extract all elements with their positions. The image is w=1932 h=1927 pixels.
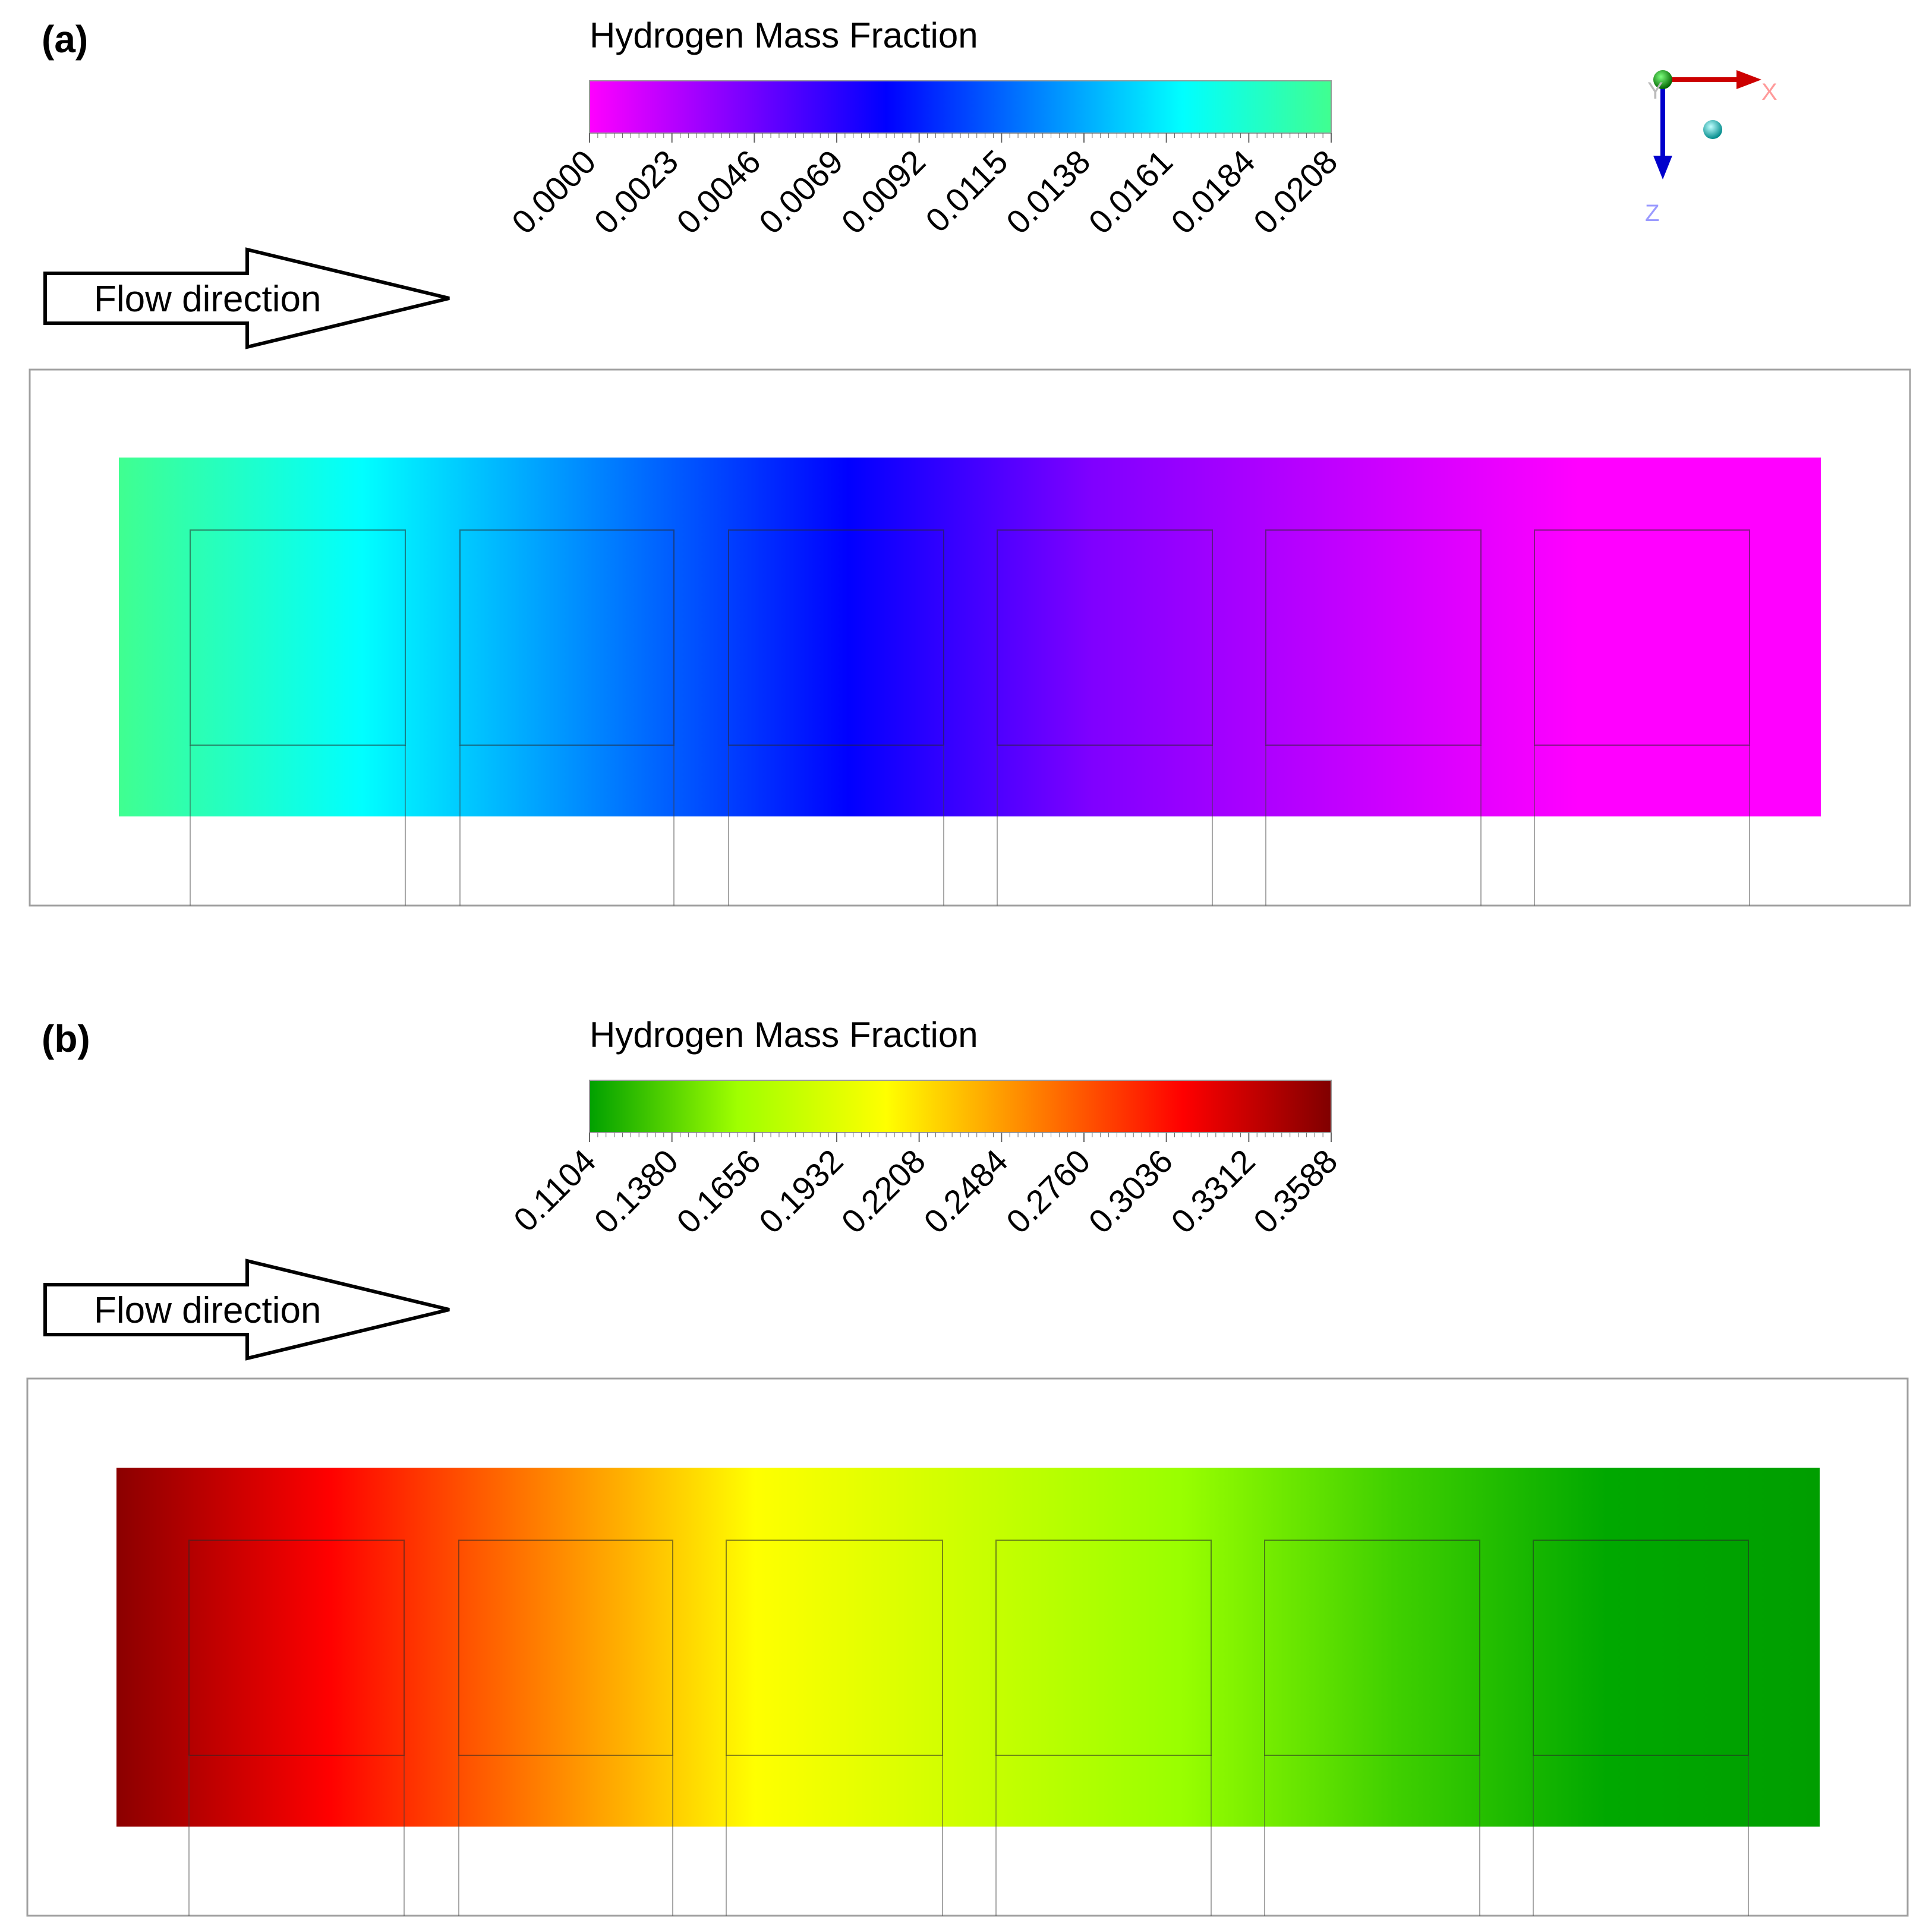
z-axis-arrowhead bbox=[1653, 156, 1672, 179]
channel-box bbox=[1265, 529, 1482, 746]
colorbar-tick-label: 0.0184 bbox=[1164, 143, 1262, 241]
x-axis-arrowhead bbox=[1736, 70, 1761, 89]
flow-direction-label-a: Flow direction bbox=[94, 279, 321, 320]
colorbar-tick-label: 0.0161 bbox=[1081, 143, 1180, 241]
channel-outlines-a bbox=[190, 529, 1750, 906]
panel-a: (a) Hydrogen Mass Fraction 0.00000.00230… bbox=[29, 15, 1911, 907]
flow-direction-arrow-b: Flow direction bbox=[43, 1259, 450, 1361]
domain-frame-b bbox=[26, 1377, 1909, 1917]
channel-box bbox=[728, 529, 944, 746]
colorbar-tick-label: 0.0138 bbox=[999, 143, 1098, 241]
channel-box bbox=[726, 1540, 943, 1756]
colorbar-b bbox=[589, 1080, 1332, 1133]
domain-frame-a bbox=[29, 368, 1911, 907]
colorbar-tick-label: 0.0000 bbox=[505, 143, 603, 241]
colorbar-tick-label: 0.2484 bbox=[916, 1142, 1015, 1241]
channel-box bbox=[995, 1540, 1212, 1756]
axis-triad: X Z Y bbox=[1645, 70, 1777, 226]
colorbar-tick-labels-b: 0.11040.13800.16560.19320.22080.24840.27… bbox=[506, 1142, 1345, 1241]
panel-label-a: (a) bbox=[42, 18, 88, 61]
origin-ball-icon bbox=[1653, 70, 1672, 89]
colorbar-tick-label: 0.0092 bbox=[834, 143, 932, 241]
flow-arrow-shape bbox=[43, 247, 450, 349]
colorbar-tick-label: 0.1932 bbox=[752, 1142, 850, 1241]
flow-direction-arrow-a: Flow direction bbox=[43, 247, 450, 349]
colorbar-tick-label: 0.1104 bbox=[506, 1142, 603, 1239]
hydrogen-field-a bbox=[119, 458, 1821, 816]
colorbar-tick-label: 0.0046 bbox=[669, 143, 768, 241]
colorbar-a bbox=[589, 80, 1332, 134]
colorbar-tick-label: 0.1380 bbox=[587, 1142, 685, 1241]
channel-box bbox=[1264, 1540, 1480, 1756]
channel-box bbox=[1533, 1540, 1749, 1756]
colorbar-tick-label: 0.1656 bbox=[669, 1142, 768, 1241]
x-axis-label: X bbox=[1761, 79, 1777, 105]
colorbar-title-b: Hydrogen Mass Fraction bbox=[590, 1015, 978, 1055]
colorbar-tick-label: 0.2208 bbox=[834, 1142, 932, 1241]
colorbar-title-a: Hydrogen Mass Fraction bbox=[590, 15, 978, 55]
channel-box bbox=[188, 1540, 405, 1756]
channel-box bbox=[997, 529, 1213, 746]
channel-box bbox=[1534, 529, 1750, 746]
hydrogen-field-b bbox=[116, 1468, 1820, 1827]
flow-direction-label-b: Flow direction bbox=[94, 1290, 321, 1331]
colorbar-tick-label: 0.2760 bbox=[999, 1142, 1098, 1241]
colorbar-tick-label: 0.0208 bbox=[1246, 143, 1345, 241]
colorbar-minor-ticks-b bbox=[589, 1133, 1332, 1142]
colorbar-minor-ticks-a bbox=[589, 133, 1332, 143]
y-axis-label: Y bbox=[1647, 78, 1663, 104]
z-axis-label: Z bbox=[1645, 200, 1659, 226]
colorbar-tick-label: 0.0069 bbox=[752, 143, 850, 241]
panel-label-b: (b) bbox=[42, 1017, 90, 1060]
view-ball-icon bbox=[1703, 120, 1722, 139]
colorbar-tick-label: 0.0023 bbox=[587, 143, 685, 241]
colorbar-tick-label: 0.3036 bbox=[1081, 1142, 1180, 1241]
colorbar-tick-label: 0.3312 bbox=[1164, 1142, 1262, 1241]
flow-arrow-shape bbox=[43, 1259, 450, 1361]
channel-box bbox=[190, 529, 406, 746]
colorbar-tick-label: 0.3588 bbox=[1246, 1142, 1345, 1241]
colorbar-tick-labels-a: 0.00000.00230.00460.00690.00920.01150.01… bbox=[505, 143, 1345, 241]
channel-box bbox=[458, 1540, 673, 1756]
panel-b: (b) Hydrogen Mass Fraction 0.11040.13800… bbox=[26, 1015, 1909, 1917]
colorbar-tick-label: 0.0115 bbox=[918, 143, 1015, 239]
channel-box bbox=[459, 529, 675, 746]
channel-outlines-b bbox=[188, 1540, 1749, 1916]
